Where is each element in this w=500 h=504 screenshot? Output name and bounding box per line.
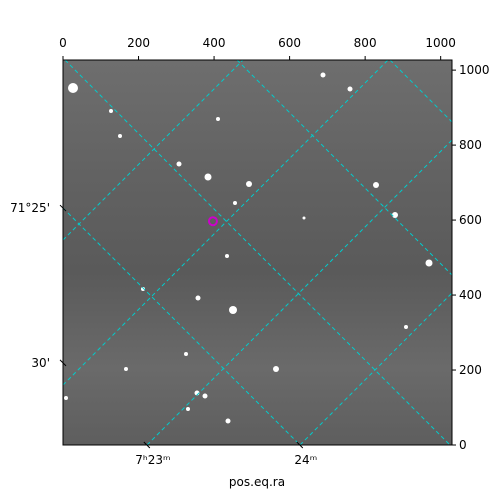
star	[64, 396, 68, 400]
x-tick-label: 800	[354, 36, 377, 50]
star	[118, 134, 122, 138]
star	[347, 86, 353, 92]
grid-line	[299, 292, 452, 445]
sky-image	[63, 60, 452, 445]
x-axis-label: pos.eq.ra	[229, 475, 285, 489]
ra-tick-label: 7ʰ23ᵐ	[135, 453, 170, 467]
star	[233, 201, 237, 205]
grid-line	[389, 60, 452, 123]
y-tick-label: 200	[459, 363, 482, 377]
x-tick-label: 0	[59, 36, 67, 50]
star	[216, 117, 220, 121]
star	[425, 259, 433, 267]
star	[195, 295, 201, 301]
star	[141, 287, 145, 291]
star	[225, 254, 229, 258]
grid-line	[146, 139, 452, 445]
dec-tick-label: 30'	[31, 356, 50, 370]
ra-tick-label: 24ᵐ	[294, 453, 317, 467]
star	[109, 109, 113, 113]
coordinate-grid	[63, 60, 452, 445]
x-tick-label: 400	[203, 36, 226, 50]
dec-tick	[59, 359, 67, 367]
dec-tick	[59, 204, 67, 212]
dec-tick-label: 71°25'	[10, 201, 50, 215]
star	[404, 325, 408, 329]
star	[246, 181, 252, 187]
marker	[207, 216, 218, 227]
y-tick-label: 400	[459, 288, 482, 302]
star	[229, 306, 237, 314]
y-tick-label: 0	[459, 438, 467, 452]
grid-line	[63, 60, 244, 241]
x-tick-label: 600	[278, 36, 301, 50]
y-tick-label: 1000	[459, 63, 490, 77]
star	[202, 393, 208, 399]
grid-line	[236, 60, 452, 276]
stars	[64, 72, 433, 424]
y-tick-label: 800	[459, 138, 482, 152]
star	[225, 418, 231, 424]
star	[392, 212, 398, 218]
star	[204, 173, 212, 181]
star	[68, 83, 78, 93]
star	[320, 72, 326, 78]
star	[373, 182, 379, 188]
x-tick-label: 1000	[425, 36, 456, 50]
y-tick-label: 600	[459, 213, 482, 227]
star	[184, 352, 188, 356]
x-tick-label: 200	[127, 36, 150, 50]
star	[273, 366, 279, 372]
star	[176, 161, 182, 167]
ra-tick	[143, 441, 151, 449]
frame	[62, 59, 453, 446]
star	[186, 407, 190, 411]
star	[124, 367, 128, 371]
star	[302, 216, 306, 220]
ra-tick	[296, 441, 304, 449]
